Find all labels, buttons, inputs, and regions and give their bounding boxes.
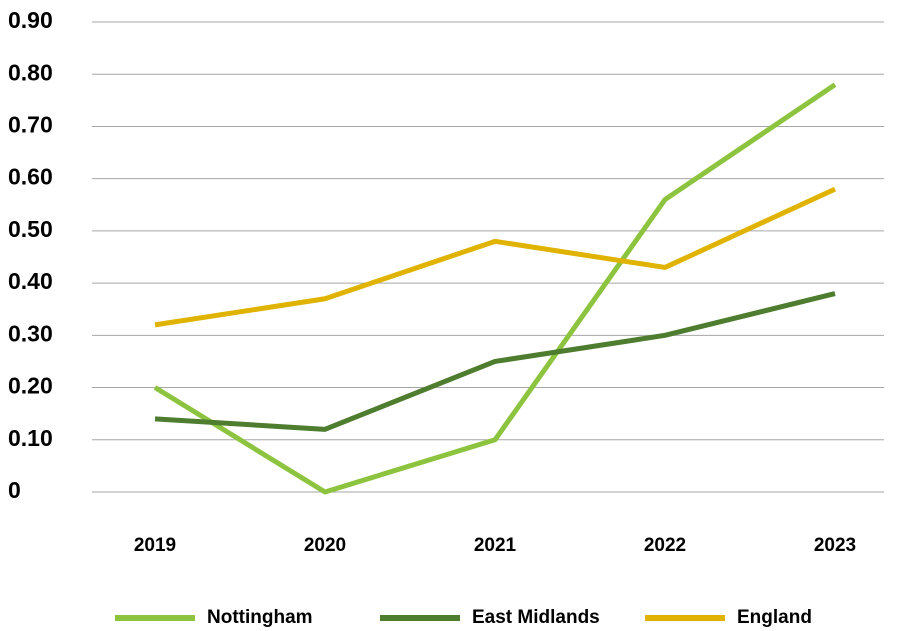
- legend-label: East Midlands: [472, 607, 600, 628]
- x-tick-label: 2022: [644, 535, 686, 556]
- y-tick-label: 0.10: [8, 425, 53, 451]
- series-line: [154, 291, 836, 432]
- y-tick-label: 0.90: [8, 7, 53, 33]
- y-tick-label: 0.60: [8, 164, 53, 190]
- y-tick-label: 0.50: [8, 216, 53, 242]
- x-tick-label: 2023: [814, 535, 856, 556]
- x-tick-label: 2019: [134, 535, 176, 556]
- series-line: [154, 186, 837, 328]
- x-tick-label: 2021: [474, 535, 517, 556]
- y-tick-label: 0.70: [8, 112, 53, 138]
- y-tick-label: 0.30: [8, 320, 53, 346]
- y-tick-label: 0.80: [8, 59, 53, 85]
- legend-label: Nottingham: [207, 607, 313, 628]
- x-tick-label: 2020: [304, 535, 346, 556]
- legend-label: England: [737, 607, 812, 628]
- y-tick-label: 0: [8, 477, 21, 503]
- y-tick-label: 0.40: [8, 268, 53, 294]
- series-line: [153, 82, 837, 495]
- y-tick-label: 0.20: [8, 373, 53, 399]
